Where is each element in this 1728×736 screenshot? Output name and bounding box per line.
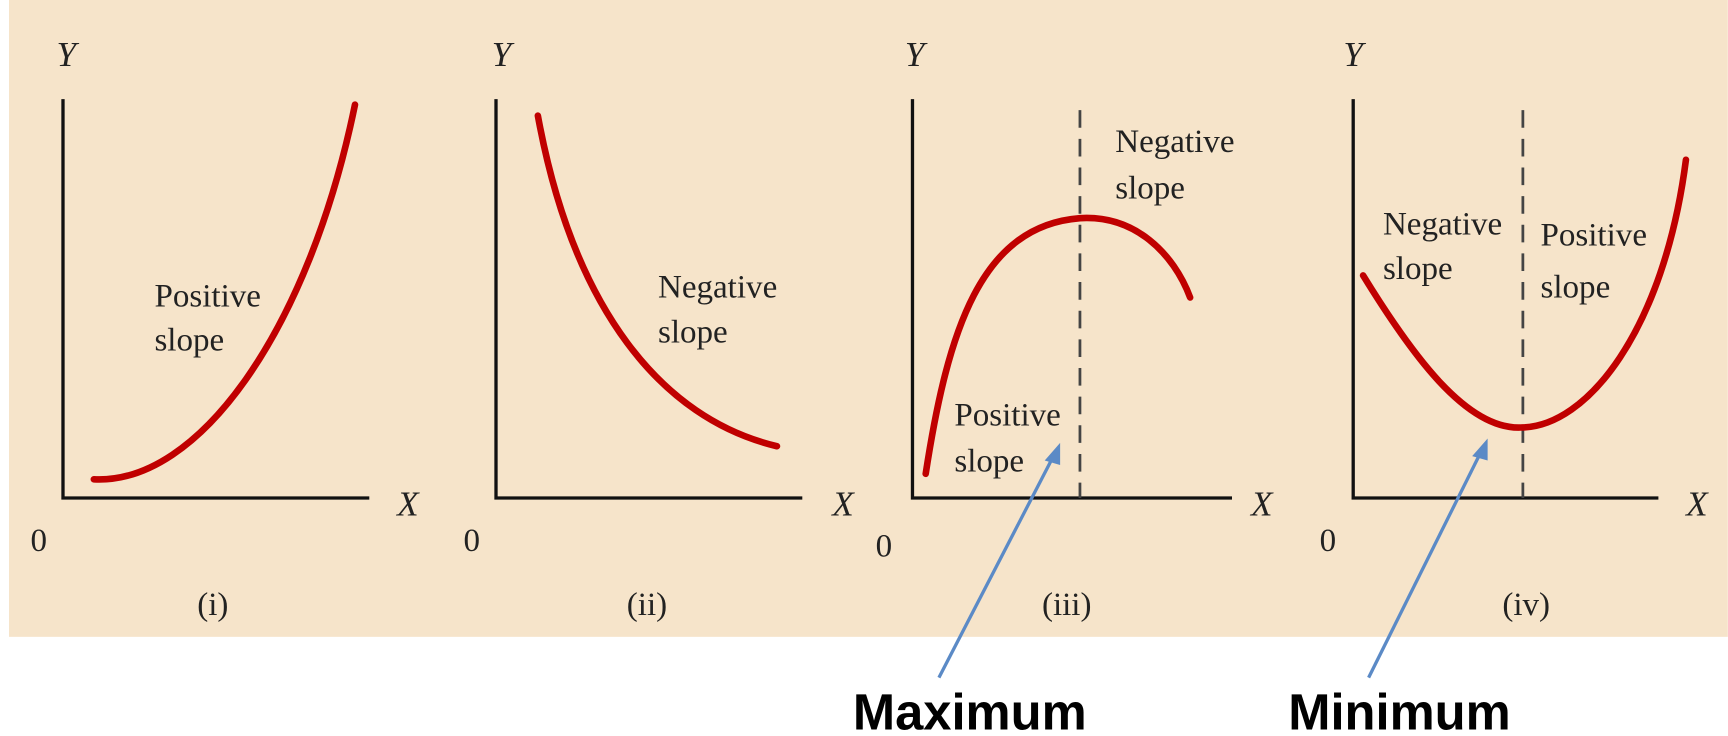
axes — [61, 99, 370, 500]
curve-label: slope — [154, 322, 224, 358]
curve-label: slope — [1115, 170, 1185, 206]
curve — [534, 112, 781, 450]
axes — [1351, 99, 1659, 500]
curve — [922, 214, 1194, 478]
axes — [494, 99, 803, 500]
x-axis-label: X — [830, 485, 855, 524]
origin-label: 0 — [1320, 523, 1337, 559]
background-panel — [9, 0, 1728, 637]
panel-caption: (iii) — [1042, 587, 1092, 623]
x-axis-label: X — [395, 485, 420, 524]
annotation: Minimum — [1288, 683, 1510, 736]
curve-label: slope — [954, 444, 1024, 480]
panel-caption: (ii) — [627, 587, 667, 623]
curve-label: Negative — [1115, 124, 1234, 160]
curve-label: Positive — [954, 397, 1061, 433]
arrow — [937, 442, 1061, 679]
arrow — [1367, 438, 1488, 679]
axes — [910, 99, 1232, 500]
x-axis-label: X — [1684, 485, 1709, 524]
panel-caption: (iv) — [1502, 587, 1550, 623]
annotation: Maximum — [853, 683, 1087, 736]
curve-label: Positive — [154, 278, 261, 314]
panel-caption: (i) — [197, 587, 228, 623]
origin-label: 0 — [463, 523, 480, 559]
origin-label: 0 — [876, 528, 893, 564]
curve-label: Negative — [1383, 207, 1502, 243]
curve-label: slope — [658, 315, 728, 351]
origin-label: 0 — [30, 523, 47, 559]
x-axis-label: X — [1249, 485, 1274, 524]
y-axis-label: Y — [1343, 35, 1366, 74]
y-axis-label: Y — [492, 35, 515, 74]
curve — [90, 101, 359, 483]
curve-label: Negative — [658, 269, 777, 305]
curve-label: slope — [1541, 269, 1611, 305]
y-axis-label: Y — [905, 35, 928, 74]
curve — [1359, 156, 1690, 431]
y-axis-label: Y — [56, 35, 79, 74]
curve-label: slope — [1383, 251, 1453, 287]
curve-label: Positive — [1541, 218, 1647, 254]
